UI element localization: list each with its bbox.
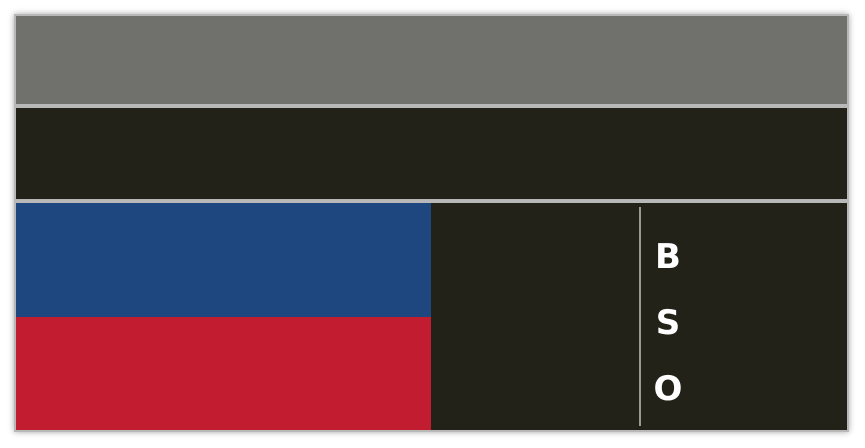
bottom-section: B S O [16,203,847,430]
count-panel: B S O [431,203,847,430]
top-band [16,16,847,104]
count-divider [639,207,641,426]
flag-red-stripe [16,317,431,430]
strikes-label: S [655,303,681,343]
scoreboard-frame: B S O [14,14,849,432]
balls-label: B [655,237,681,277]
flag-blue-stripe [16,203,431,317]
outs-label: O [653,369,683,409]
middle-band [16,108,847,199]
